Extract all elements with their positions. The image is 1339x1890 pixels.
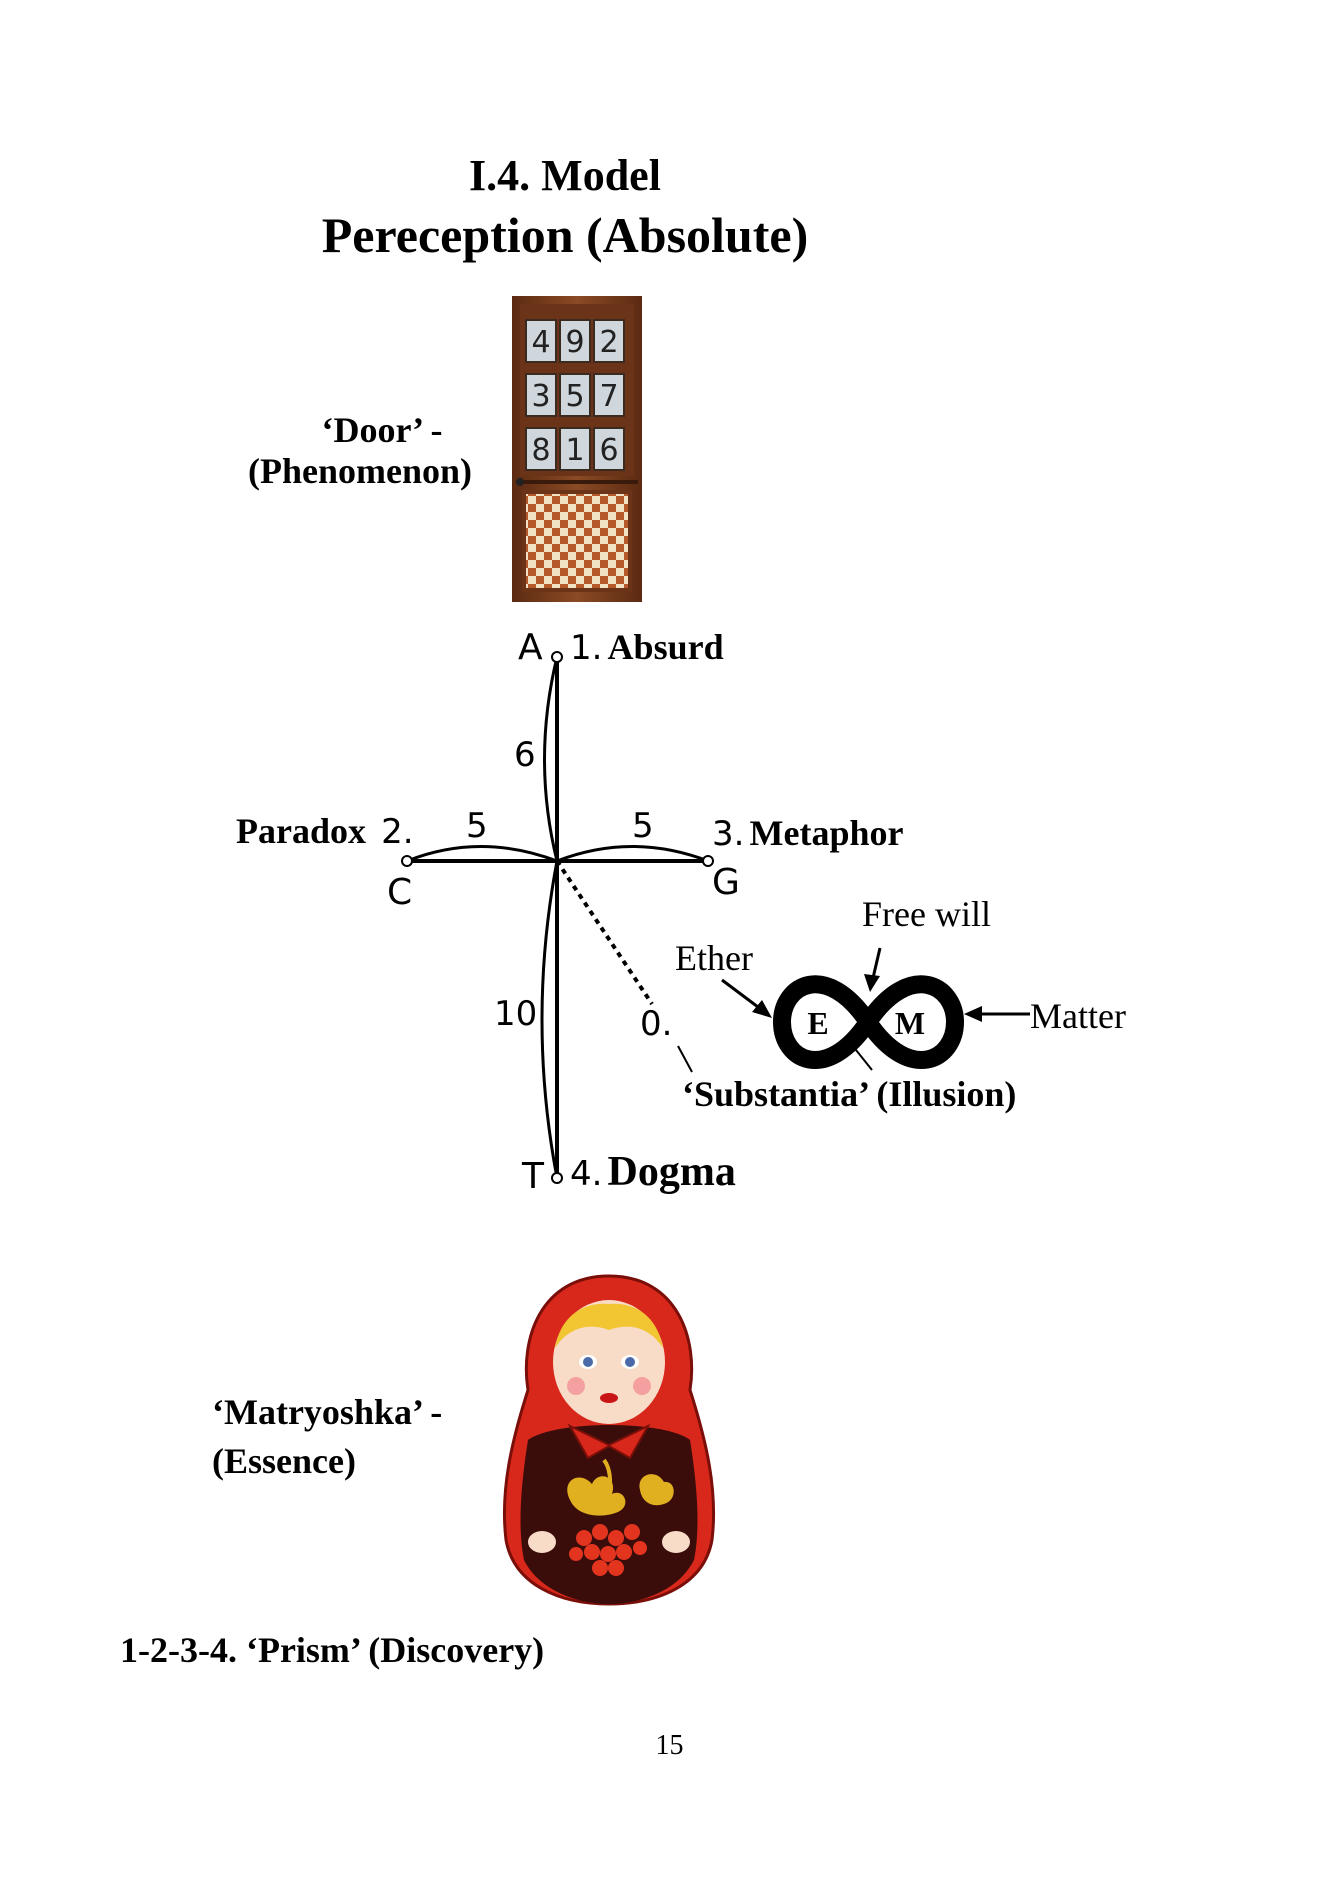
point-a-marker [551,651,563,663]
ether-label: Ether [675,938,753,978]
paradox-label: Paradox 2. [236,811,414,852]
substantia-label: ‘Substantia’ (Illusion) [682,1074,1017,1114]
magic-cell: 7 [599,379,618,414]
metaphor-number: 3. [712,814,745,854]
magic-cell: 3 [531,379,550,414]
doll-hand-left [528,1531,556,1553]
dogma-label: 4. Dogma [570,1148,736,1196]
infinity-m: M [895,1005,925,1041]
dotted-diagonal [555,859,654,1006]
substantia-leader [677,1045,693,1073]
matter-arrow [964,1006,1030,1022]
point-a-letter: A [518,627,543,668]
absurd-number: 1. [570,628,603,668]
door-label: ‘Door’ - (Phenomenon) [232,410,472,493]
infinity-symbol: E M [772,975,965,1069]
door-label-line2: (Phenomenon) [248,451,472,492]
absurd-label: 1. Absurd [570,627,724,668]
section-heading: I.4. Model [469,151,661,200]
doll-eye-right [625,1357,635,1367]
matryoshka-label-line1: ‘Matryoshka’ - [212,1392,443,1432]
metaphor-text: Metaphor [749,813,904,853]
page-number: 15 [655,1730,684,1761]
arc-bottom-label: 10 [494,994,538,1034]
arc-top [543,656,559,862]
magic-cell: 8 [531,433,550,468]
matryoshka-label: ‘Matryoshka’ - (Essence) [212,1392,442,1483]
doll-berries [569,1524,647,1576]
arc-bottom [540,860,559,1179]
chessboard [526,494,628,588]
doll-hand-right [662,1531,690,1553]
door-handle [516,478,524,486]
absurd-text: Absurd [607,627,724,667]
matryoshka-label-line2: (Essence) [212,1441,356,1482]
doll-hair [555,1303,663,1348]
magic-cell: 9 [565,325,584,360]
paradox-number: 2. [381,812,414,852]
infinity-e: E [807,1005,828,1041]
free-will-arrow [864,947,882,992]
center-zero-label: 0. [640,1004,673,1044]
magic-cell: 1 [565,433,584,468]
point-c-marker [401,855,413,867]
doll-mouth [600,1393,618,1403]
paradox-text: Paradox [236,811,366,851]
magic-cell: 4 [531,325,550,360]
prism-caption: 1-2-3-4. ‘Prism’ (Discovery) [120,1630,545,1670]
arc-right-label: 5 [632,806,654,846]
point-c-letter: C [387,872,413,913]
arc-right [556,845,709,863]
arc-top-label: 6 [514,735,536,775]
point-g-letter: G [712,862,740,903]
arc-left [406,845,558,863]
magic-cell: 6 [599,433,618,468]
ether-arrow [721,978,772,1018]
magic-cell: 2 [599,325,618,360]
metaphor-label: 3. Metaphor [712,813,904,854]
infinity-leader [855,1049,873,1071]
page-title: Pereception (Absolute) [321,207,809,263]
doll-gold-ornament [567,1458,674,1516]
point-t-marker [551,1172,563,1184]
doll-eye-left [583,1357,593,1367]
arc-left-label: 5 [466,806,488,846]
free-will-label: Free will [862,894,991,934]
magic-square: 4 9 2 3 5 7 8 1 6 [525,319,625,471]
door-label-line1: ‘Door’ - [321,410,443,450]
magic-cell: 5 [565,379,584,414]
door-illustration: 4 9 2 3 5 7 8 1 6 [512,296,642,602]
point-g-marker [702,855,714,867]
dogma-number: 4. [570,1154,603,1194]
dogma-text: Dogma [607,1149,736,1195]
matryoshka-doll [502,1274,716,1606]
point-t-letter: T [522,1156,544,1197]
matter-label: Matter [1030,996,1126,1036]
